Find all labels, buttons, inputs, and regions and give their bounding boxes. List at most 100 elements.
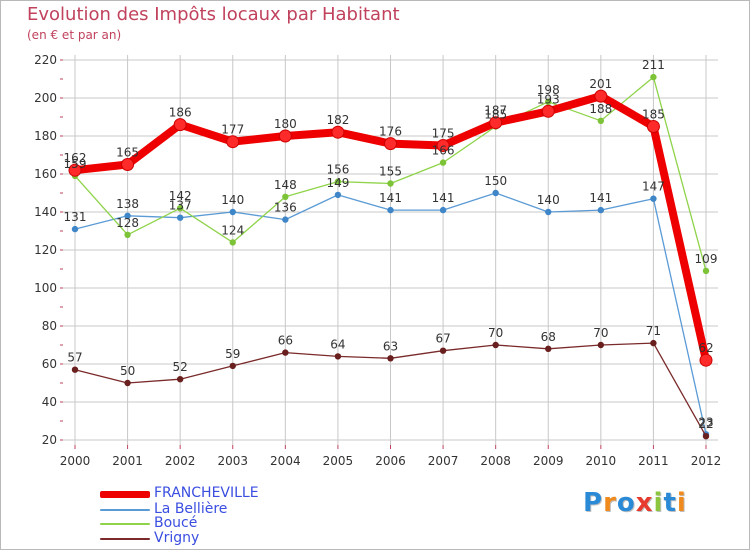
data-label: 66 [278, 334, 293, 348]
data-label: 159 [64, 157, 87, 171]
logo-letter: i [653, 488, 664, 518]
x-tick-label: 2012 [691, 454, 722, 468]
data-point [71, 366, 79, 373]
data-point [492, 189, 499, 197]
data-label: 148 [274, 178, 297, 192]
y-tick-label: 100 [34, 281, 57, 295]
x-tick-label: 2004 [270, 454, 301, 468]
data-point [597, 117, 605, 125]
data-point [124, 212, 131, 219]
data-point [436, 139, 450, 152]
data-point [334, 353, 342, 360]
data-label: 150 [484, 174, 507, 188]
logo-letter: o [616, 488, 636, 518]
data-point [176, 205, 184, 212]
data-label: 70 [593, 326, 608, 340]
data-point [331, 125, 345, 139]
data-point [594, 89, 608, 103]
y-tick-label: 80 [42, 319, 57, 333]
data-label: 141 [432, 191, 455, 205]
data-point [650, 73, 657, 81]
data-label: 59 [225, 347, 240, 361]
legend-swatch-la-belliere [100, 509, 150, 511]
chart-subtitle: (en € et par an) [27, 28, 122, 42]
y-tick-label: 60 [42, 357, 57, 371]
data-label: 71 [646, 324, 661, 338]
data-label: 141 [379, 191, 402, 205]
data-point [71, 225, 79, 233]
data-label: 142 [169, 189, 192, 203]
x-tick-label: 2002 [165, 454, 196, 468]
y-tick-label: 140 [34, 205, 57, 219]
y-tick-label: 220 [34, 53, 57, 67]
data-point [384, 137, 397, 151]
data-label: 63 [383, 339, 398, 353]
data-label: 149 [326, 176, 349, 190]
legend-swatch-francheville [100, 491, 150, 498]
data-label: 70 [488, 326, 503, 340]
logo-letter: t [663, 488, 677, 518]
data-label: 186 [169, 106, 192, 120]
x-tick-label: 2008 [480, 454, 511, 468]
data-point [176, 376, 184, 383]
data-point [176, 214, 184, 221]
data-point [124, 379, 131, 387]
data-point [492, 341, 499, 349]
data-label: 180 [274, 117, 297, 131]
y-tick-label: 20 [42, 433, 57, 447]
data-label: 201 [589, 77, 612, 91]
data-label: 50 [120, 364, 135, 378]
data-label: 23 [698, 415, 713, 429]
data-point [226, 135, 240, 149]
data-point [545, 98, 552, 106]
data-label: 147 [642, 180, 665, 194]
y-tick-label: 180 [34, 129, 57, 143]
chart-title: Evolution des Impôts locaux par Habitant [27, 4, 400, 25]
data-point [702, 267, 710, 275]
data-label: 193 [537, 92, 560, 106]
data-point [387, 206, 394, 214]
data-point [545, 345, 552, 352]
data-point [650, 195, 657, 202]
data-point [282, 349, 289, 356]
data-point [282, 193, 289, 200]
data-point [439, 347, 447, 354]
x-tick-label: 2011 [638, 454, 669, 468]
x-tick-label: 2003 [217, 454, 248, 468]
legend-label-bouce: Boucé [154, 515, 198, 531]
y-tick-label: 40 [42, 395, 57, 409]
data-label: 136 [274, 201, 297, 215]
logo-letter: r [603, 488, 617, 518]
legend-swatch-bouce [100, 523, 150, 525]
x-tick-label: 2007 [428, 454, 459, 468]
data-label: 68 [541, 330, 556, 344]
data-point [597, 206, 605, 214]
data-point [278, 129, 292, 143]
data-label: 67 [435, 332, 450, 346]
data-point [541, 104, 555, 118]
data-point [699, 353, 713, 367]
data-label: 185 [484, 108, 507, 122]
data-label: 185 [642, 108, 665, 122]
data-label: 128 [116, 216, 139, 230]
data-point [439, 159, 447, 166]
data-point [334, 191, 342, 199]
data-label: 177 [221, 123, 244, 137]
logo-letter: i [676, 488, 687, 518]
data-point [229, 208, 236, 216]
data-label: 131 [64, 210, 87, 224]
legend-label-francheville: FRANCHEVILLE [154, 485, 259, 501]
y-tick-label: 200 [34, 91, 57, 105]
data-point [489, 116, 503, 130]
data-label: 137 [169, 199, 192, 213]
data-label: 187 [484, 104, 507, 118]
data-point [334, 178, 342, 185]
legend-label-vrigny: Vrigny [154, 530, 200, 546]
data-point [282, 216, 289, 223]
data-label: 52 [173, 360, 188, 374]
data-point [124, 231, 131, 238]
x-tick-label: 2005 [323, 454, 354, 468]
data-label: 57 [67, 351, 82, 365]
